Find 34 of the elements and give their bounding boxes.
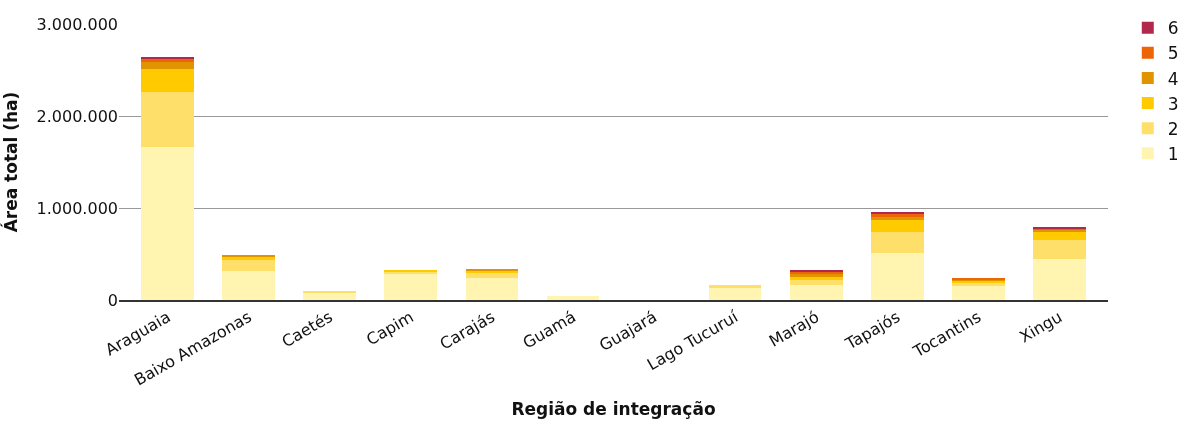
- bar: [303, 292, 357, 300]
- bar: [465, 277, 519, 300]
- bar: [870, 219, 924, 232]
- bar: [384, 274, 438, 300]
- legend-label: 2: [1167, 118, 1179, 139]
- bar: [303, 290, 357, 293]
- bar: [141, 61, 194, 70]
- legend-label: 3: [1167, 93, 1179, 114]
- y-tick-label: 1.000.000: [36, 198, 118, 218]
- bar: [789, 285, 843, 300]
- bar: [141, 69, 194, 93]
- y-tick-label: 2.000.000: [36, 106, 118, 126]
- bar: [951, 286, 1005, 300]
- bar: [708, 285, 762, 288]
- legend-label: 5: [1167, 43, 1179, 64]
- bar: [1033, 240, 1086, 259]
- y-tick-label: 3.000.000: [36, 14, 118, 34]
- bar: [870, 231, 924, 254]
- legend-label: 6: [1167, 18, 1179, 39]
- bar: [222, 271, 276, 300]
- bar: [141, 147, 194, 300]
- bar: [222, 259, 276, 272]
- bar: [789, 279, 843, 286]
- bar: [708, 287, 762, 300]
- x-axis-title: Região de integração: [511, 399, 716, 420]
- y-tick-label: 0: [107, 290, 118, 310]
- bar: [870, 253, 924, 300]
- legend-label: 1: [1167, 143, 1179, 164]
- bar: [1033, 231, 1086, 241]
- bar: [1033, 258, 1086, 300]
- y-axis-title: Área total (ha): [0, 91, 21, 233]
- legend-label: 4: [1167, 68, 1179, 89]
- bar: [141, 92, 194, 148]
- bar: [546, 296, 600, 300]
